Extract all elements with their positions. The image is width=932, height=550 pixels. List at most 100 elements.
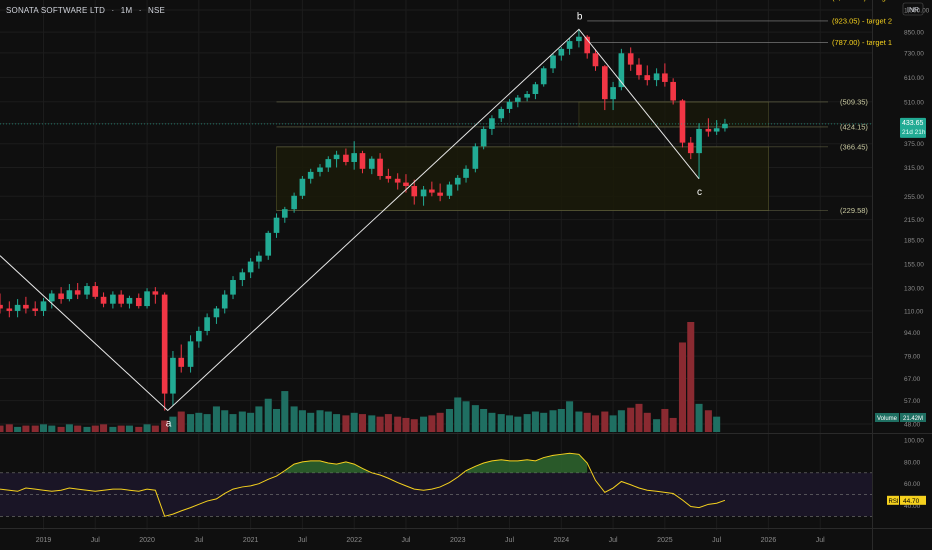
last-price-badge bbox=[900, 117, 926, 138]
rsi-tick-label: 40.00 bbox=[904, 503, 921, 510]
volume-bar bbox=[557, 408, 565, 432]
volume-bar bbox=[48, 425, 56, 432]
symbol-name[interactable]: SONATA SOFTWARE LTD bbox=[6, 6, 106, 15]
grid-lines bbox=[0, 0, 872, 530]
volume-bar bbox=[617, 410, 625, 432]
candle-body bbox=[463, 168, 469, 178]
time-tick-label: Jul bbox=[505, 537, 514, 544]
candle-body bbox=[566, 41, 573, 49]
target-label: (787.00) - target 1 bbox=[832, 38, 892, 47]
volume-bar bbox=[591, 415, 600, 432]
volume-bar bbox=[161, 420, 169, 432]
volume-bar bbox=[695, 403, 703, 432]
volume-bar bbox=[290, 406, 298, 432]
volume-bar bbox=[65, 424, 73, 432]
candle-body bbox=[446, 184, 453, 196]
candle-body bbox=[368, 158, 375, 169]
price-tick-label: 315.00 bbox=[904, 165, 924, 172]
candle-body bbox=[610, 87, 616, 100]
price-tick-label: 94.00 bbox=[904, 330, 921, 337]
volume-bar bbox=[350, 412, 358, 432]
candle-body bbox=[239, 272, 246, 281]
time-tick-label: Jul bbox=[194, 537, 203, 544]
candle-body bbox=[48, 293, 55, 302]
volume-bar bbox=[506, 415, 514, 432]
volume-bar bbox=[420, 416, 428, 432]
candle-body bbox=[152, 291, 159, 295]
volume-bar bbox=[402, 417, 410, 432]
candle-body bbox=[687, 142, 694, 154]
candle-body bbox=[532, 84, 539, 95]
volume-bar bbox=[212, 406, 220, 432]
candle-body bbox=[540, 68, 547, 85]
rsi-badge bbox=[887, 495, 899, 505]
candle-body bbox=[74, 290, 81, 295]
candle-body bbox=[92, 286, 99, 297]
candle-body bbox=[558, 48, 565, 56]
volume-bar bbox=[117, 425, 125, 432]
candle-body bbox=[722, 123, 728, 129]
rsi-line bbox=[0, 452, 726, 517]
candle-body bbox=[679, 100, 686, 143]
wave-label-a: a bbox=[166, 418, 172, 429]
candle-body bbox=[230, 280, 236, 295]
price-tick-label: 48.00 bbox=[904, 422, 921, 429]
rsi-band bbox=[0, 472, 872, 517]
candle-body bbox=[66, 290, 73, 300]
volume-bar bbox=[514, 416, 522, 432]
volume-bar bbox=[125, 425, 133, 432]
candle-body bbox=[187, 341, 194, 367]
volume-bar bbox=[238, 411, 246, 432]
candle-body bbox=[204, 317, 210, 331]
candle-body bbox=[429, 189, 435, 193]
support-zone bbox=[578, 101, 769, 128]
candle-body bbox=[281, 209, 288, 218]
candle-body bbox=[437, 192, 443, 196]
volume-bar bbox=[135, 426, 143, 432]
volume-bar bbox=[5, 424, 13, 432]
last-price-value: 433.65 bbox=[902, 120, 924, 127]
price-tick-label: 130.00 bbox=[904, 286, 924, 293]
volume-bar bbox=[264, 398, 272, 432]
volume-bar bbox=[471, 405, 479, 432]
currency-label: INR bbox=[907, 7, 919, 14]
candle-body bbox=[265, 232, 272, 256]
volume-bar bbox=[376, 416, 384, 432]
volume-bar bbox=[480, 408, 488, 432]
price-tick-label: 850.00 bbox=[904, 30, 924, 37]
candle-body bbox=[221, 294, 228, 309]
volume-bar bbox=[307, 412, 315, 432]
volume-bars bbox=[0, 322, 721, 432]
price-tick-label: 79.00 bbox=[904, 354, 921, 361]
volume-bar bbox=[531, 411, 539, 432]
volume-bar bbox=[678, 342, 687, 432]
candle-body bbox=[144, 291, 150, 307]
volume-bar bbox=[635, 403, 643, 432]
volume-bar bbox=[342, 415, 350, 432]
candle-body bbox=[411, 186, 418, 197]
volume-bar bbox=[358, 414, 366, 432]
volume-bar bbox=[713, 416, 721, 432]
interval-label[interactable]: 1M bbox=[120, 6, 133, 15]
volume-bar bbox=[177, 411, 185, 432]
rsi-value-badge bbox=[900, 495, 926, 505]
level-label: (424.15) bbox=[840, 122, 868, 131]
candle-body bbox=[351, 153, 358, 162]
volume-bar bbox=[384, 414, 392, 432]
candle-body bbox=[705, 128, 712, 132]
candle-body bbox=[636, 64, 642, 76]
price-tick-label: 510.00 bbox=[904, 99, 924, 106]
volume-bar bbox=[272, 408, 281, 432]
candle-body bbox=[307, 171, 314, 179]
volume-bar bbox=[0, 425, 4, 432]
wave-label-b: b bbox=[577, 11, 583, 22]
volume-bar bbox=[394, 416, 402, 432]
volume-bar bbox=[669, 417, 677, 432]
volume-bar bbox=[462, 401, 470, 432]
volume-bar bbox=[653, 419, 661, 432]
chart-header: SONATA SOFTWARE LTD · 1M · NSE bbox=[6, 6, 169, 15]
candle-body bbox=[489, 118, 495, 129]
volume-bar bbox=[627, 407, 635, 432]
volume-bar bbox=[143, 424, 151, 432]
volume-badge bbox=[875, 413, 899, 422]
